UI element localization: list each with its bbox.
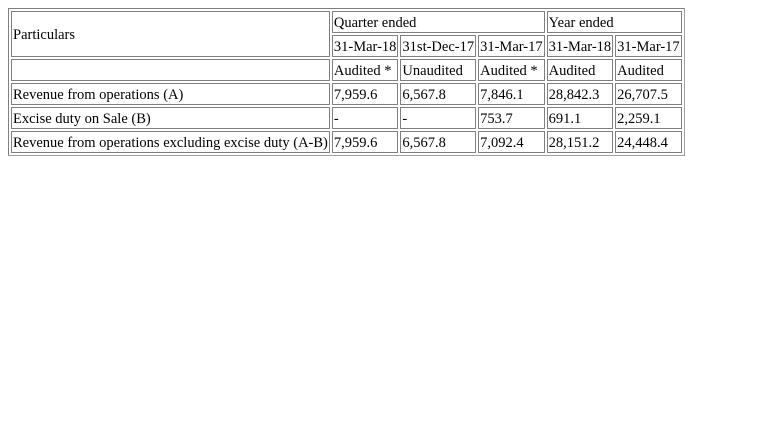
row-label: Revenue from operations (A)	[11, 83, 330, 105]
date-header-q-31-mar-18: 31-Mar-18	[331, 35, 399, 57]
date-header-y-31-mar-17: 31-Mar-17	[615, 35, 682, 57]
table-row: Excise duty on Sale (B) - - 753.7 691.1 …	[11, 107, 682, 129]
table-cell: -	[400, 107, 477, 129]
table-cell: 26,707.5	[615, 83, 682, 105]
table-cell: 7,846.1	[478, 83, 545, 105]
table-cell: 24,448.4	[615, 131, 682, 153]
status-header-4: Audited	[546, 59, 614, 81]
table-cell: -	[331, 107, 399, 129]
table-cell: 2,259.1	[615, 107, 682, 129]
table-cell: 7,959.6	[331, 83, 399, 105]
table-cell: 7,959.6	[331, 131, 399, 153]
status-header-2: Unaudited	[400, 59, 477, 81]
table-cell: 7,092.4	[478, 131, 545, 153]
row-label: Excise duty on Sale (B)	[11, 107, 330, 129]
blank-cell	[11, 59, 330, 81]
year-ended-header: Year ended	[546, 11, 682, 33]
status-header-1: Audited *	[331, 59, 399, 81]
date-header-q-31-mar-17: 31-Mar-17	[478, 35, 545, 57]
table-cell: 691.1	[546, 107, 614, 129]
header-row-status: Audited * Unaudited Audited * Audited Au…	[11, 59, 682, 81]
table-cell: 6,567.8	[400, 83, 477, 105]
header-row-periods: Particulars Quarter ended Year ended	[11, 11, 682, 57]
row-label: Revenue from operations excluding excise…	[11, 131, 330, 153]
table-cell: 6,567.8	[400, 131, 477, 153]
status-header-3: Audited *	[478, 59, 545, 81]
table-cell: 28,151.2	[546, 131, 614, 153]
table-cell: 753.7	[478, 107, 545, 129]
header-row-dates: 31-Mar-18 31st-Dec-17 31-Mar-17 31-Mar-1…	[11, 35, 682, 57]
quarter-ended-header: Quarter ended	[331, 11, 545, 33]
table-row: Revenue from operations excluding excise…	[11, 131, 682, 153]
date-header-q-31-dec-17: 31st-Dec-17	[400, 35, 477, 57]
table-cell: 28,842.3	[546, 83, 614, 105]
particulars-header: Particulars	[11, 11, 330, 57]
table-row: Revenue from operations (A) 7,959.6 6,56…	[11, 83, 682, 105]
financial-results-table: Particulars Quarter ended Year ended 31-…	[8, 8, 685, 156]
status-header-5: Audited	[615, 59, 682, 81]
date-header-y-31-mar-18: 31-Mar-18	[546, 35, 614, 57]
